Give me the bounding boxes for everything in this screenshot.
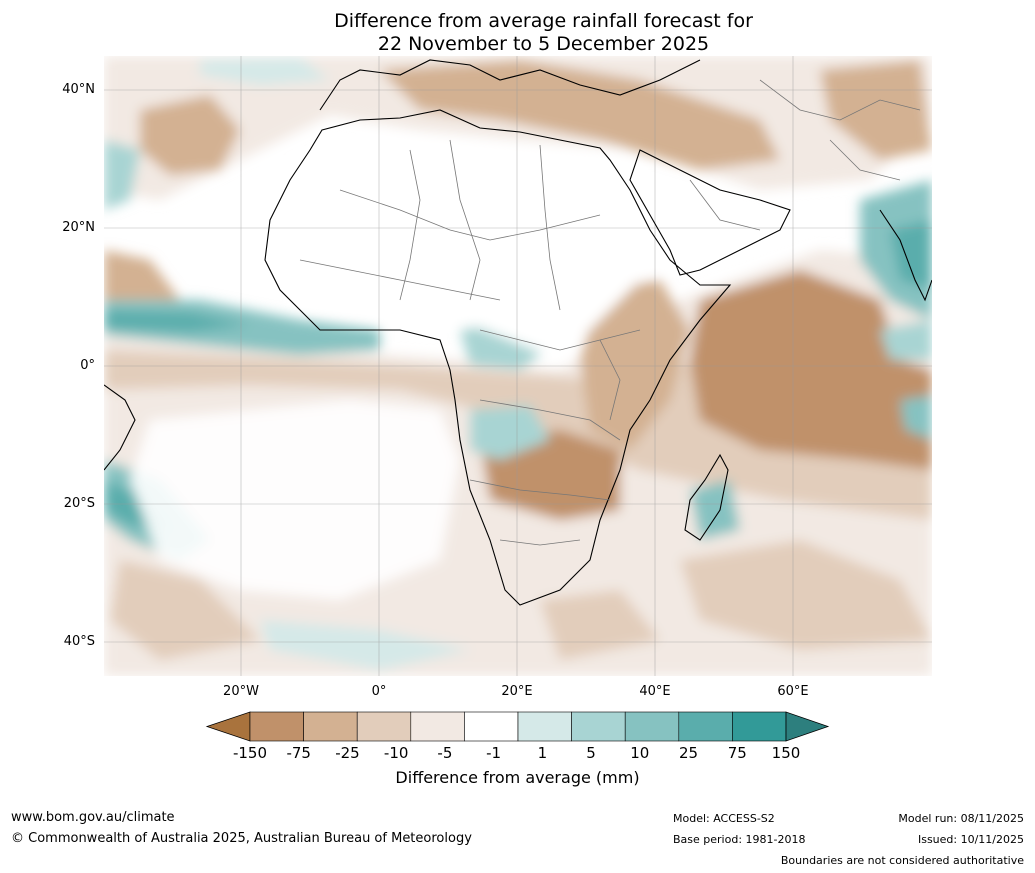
colorbar-tick-label: -150 (232, 744, 268, 762)
colorbar-segment (356, 711, 412, 742)
colorbar-segment (517, 711, 572, 742)
madagascar-coastline (684, 453, 729, 541)
country-borders (299, 79, 921, 546)
colorbar-tick-label: 25 (678, 744, 699, 762)
map-title: Difference from average rainfall forecas… (0, 10, 1035, 56)
europe-coastline (319, 59, 701, 111)
colorbar-arrow-max (785, 711, 830, 742)
lon-label-20e: 20°E (501, 684, 533, 699)
colorbar-tick-label: 1 (537, 744, 548, 762)
colorbar-segment (732, 711, 787, 742)
colorbar-segment (303, 711, 358, 742)
footer-base-period: Base period: 1981-2018 (673, 833, 806, 846)
colorbar-segment (624, 711, 680, 742)
lon-label-40e: 40°E (639, 684, 671, 699)
colorbar-tick-label: 150 (771, 744, 801, 762)
colorbar-segment (571, 711, 626, 742)
colorbar-arrow-min (205, 711, 251, 742)
footer-url[interactable]: www.bom.gov.au/climate (11, 810, 175, 825)
south-america-coastline (104, 384, 136, 471)
lat-label-0: 0° (80, 358, 95, 373)
lon-label-20w: 20°W (223, 684, 259, 699)
lat-label-20n: 20°N (62, 220, 95, 235)
lon-label-60e: 60°E (777, 684, 809, 699)
colorbar-segment (464, 711, 519, 742)
colorbar-tick-label: -75 (286, 744, 311, 762)
lat-label-40s: 40°S (63, 634, 95, 649)
colorbar-tick-label: -10 (383, 744, 409, 762)
india-coastline (879, 209, 932, 302)
africa-coastline (264, 109, 732, 606)
colorbar-segment (410, 711, 465, 742)
title-line-2: 22 November to 5 December 2025 (377, 33, 710, 55)
colorbar-tick-label: -5 (437, 744, 453, 762)
footer-copyright: © Commonwealth of Australia 2025, Austra… (11, 831, 472, 846)
title-line-1: Difference from average rainfall forecas… (334, 10, 753, 32)
arabia-coastline (629, 149, 791, 276)
lat-label-20s: 20°S (63, 496, 95, 511)
anomaly-field (104, 56, 932, 676)
colorbar-tick-label: -25 (335, 744, 360, 762)
colorbar-tick-label: -1 (486, 744, 502, 762)
graticule (104, 56, 932, 676)
colorbar-segment (678, 711, 733, 742)
lon-label-0: 0° (371, 684, 387, 699)
colorbar-tick-label: 10 (630, 744, 650, 762)
footer-disclaimer: Boundaries are not considered authoritat… (780, 854, 1024, 867)
colorbar-title: Difference from average (mm) (395, 768, 640, 787)
colorbar-tick-label: 75 (727, 744, 747, 762)
colorbar-tick-label: 5 (586, 744, 596, 762)
footer-model-run: Model run: 08/11/2025 (898, 812, 1024, 825)
coastlines (104, 59, 932, 606)
colorbar-segment (249, 711, 304, 742)
lat-label-40n: 40°N (62, 82, 95, 97)
footer-issued: Issued: 10/11/2025 (917, 833, 1024, 846)
footer-model: Model: ACCESS-S2 (673, 812, 775, 825)
